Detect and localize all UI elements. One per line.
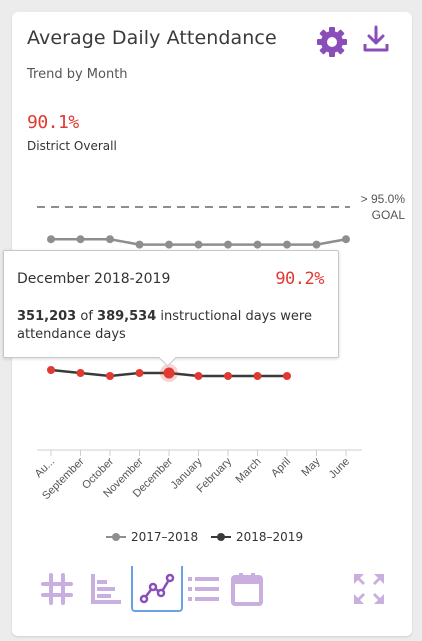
expand-icon (354, 574, 384, 604)
x-tick-label: May (299, 455, 323, 479)
card-title: Average Daily Attendance (27, 27, 277, 49)
data-point[interactable] (283, 240, 291, 249)
data-point[interactable] (47, 366, 55, 374)
data-tooltip: December 2018-2019 90.2% 351,203 of 389,… (3, 250, 339, 367)
data-point[interactable] (283, 372, 291, 380)
data-point[interactable] (76, 369, 85, 377)
legend-label-2017-2018: 2017–2018 (131, 530, 199, 544)
data-point[interactable] (312, 240, 321, 249)
legend-item-2017-2018[interactable]: 2017–2018 (106, 530, 198, 544)
data-point[interactable] (106, 235, 114, 244)
data-point[interactable] (135, 369, 144, 377)
goal-label-value: > 95.0% (361, 192, 406, 206)
tooltip-body: 351,203 of 389,534 instructional days we… (17, 308, 322, 344)
calendar-view-button[interactable] (222, 566, 272, 612)
bar-view-button[interactable] (80, 566, 130, 612)
data-point[interactable] (224, 240, 232, 249)
data-point[interactable] (47, 235, 55, 244)
data-point[interactable] (76, 235, 85, 244)
x-tick-label: March (234, 456, 264, 486)
tooltip-title: December 2018-2019 (17, 271, 171, 287)
data-point[interactable] (342, 235, 350, 244)
legend-label-2018-2019: 2018–2019 (236, 530, 304, 544)
bar-chart-icon (91, 574, 121, 604)
line-chart-icon (139, 573, 175, 604)
gear-icon[interactable] (316, 26, 348, 58)
tooltip-total-count: 389,534 (97, 309, 157, 324)
tooltip-attended-count: 351,203 (17, 309, 77, 324)
goal-label-text: GOAL (372, 208, 406, 222)
tooltip-of-text: of (80, 309, 93, 324)
district-overall-value: 90.1% (27, 112, 79, 133)
legend-item-2018-2019[interactable]: 2018–2019 (211, 530, 303, 544)
list-icon (188, 577, 219, 601)
data-point[interactable] (163, 367, 175, 379)
data-point[interactable] (135, 240, 144, 249)
data-point[interactable] (253, 240, 262, 249)
x-tick-label: April (269, 456, 293, 480)
attendance-line-chart: > 95.0% GOAL Au...SeptemberOctoberNovemb… (33, 192, 406, 502)
data-point[interactable] (194, 240, 203, 249)
list-view-button[interactable] (178, 566, 228, 612)
tooltip-description: instructional days were attendance days (17, 309, 312, 342)
tooltip-value: 90.2% (275, 269, 324, 289)
x-tick-label: June (327, 456, 352, 481)
data-point[interactable] (194, 372, 203, 380)
calendar-icon (231, 573, 263, 606)
data-point[interactable] (165, 240, 173, 249)
chart-legend: 2017–2018 2018–2019 (0, 530, 422, 548)
number-view-button[interactable] (32, 566, 82, 612)
x-tick-label: Au... (33, 456, 57, 480)
card-subtitle: Trend by Month (27, 67, 128, 82)
download-icon[interactable] (361, 24, 391, 54)
district-overall-label: District Overall (27, 139, 117, 153)
hash-icon (41, 573, 73, 605)
line-view-button[interactable] (131, 566, 183, 612)
data-point[interactable] (224, 372, 232, 380)
data-point[interactable] (253, 372, 262, 380)
expand-button[interactable] (344, 566, 394, 612)
data-point[interactable] (106, 372, 114, 380)
